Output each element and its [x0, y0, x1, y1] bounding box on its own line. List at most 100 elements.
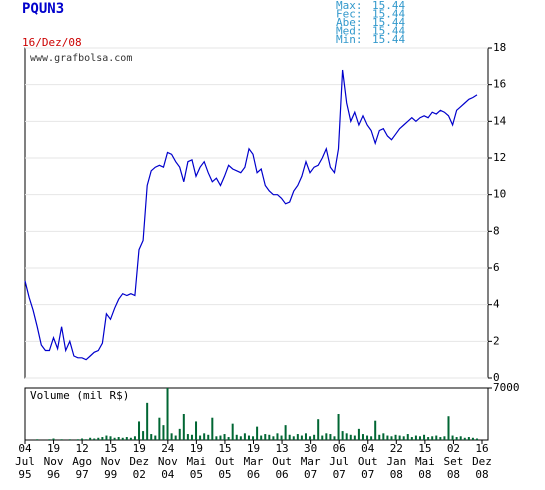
volume-bar	[321, 435, 324, 440]
volume-bar	[243, 433, 246, 440]
volume-bar	[304, 433, 307, 440]
x-tick-month: Mai	[415, 455, 435, 468]
x-tick-year: 05	[218, 468, 231, 481]
volume-bar	[288, 434, 291, 440]
price-panel	[24, 47, 489, 379]
volume-bar	[36, 439, 39, 440]
volume-bar	[252, 436, 255, 440]
x-tick-month: Jul	[15, 455, 35, 468]
x-tick-day: 24	[161, 442, 175, 455]
y-tick-label: 0	[493, 371, 500, 384]
x-tick-year: 97	[76, 468, 89, 481]
x-tick-month: Ago	[72, 455, 92, 468]
volume-bar	[394, 434, 397, 440]
stat-label: Fec:	[336, 8, 363, 21]
stat-value: 15.44	[372, 25, 405, 38]
x-tick-month: Nov	[158, 455, 178, 468]
volume-bar	[386, 435, 389, 440]
x-tick-year: 04	[161, 468, 175, 481]
x-tick-month: Jul	[329, 455, 349, 468]
volume-bar	[195, 421, 198, 440]
stat-label: Max:	[336, 0, 363, 12]
x-tick-day: 19	[247, 442, 260, 455]
volume-bar	[260, 435, 263, 440]
x-tick-day: 15	[104, 442, 117, 455]
volume-bar	[227, 437, 230, 440]
y-tick-label: 7000	[493, 381, 520, 394]
x-tick-year: 08	[390, 468, 403, 481]
x-tick-month: Mai	[186, 455, 206, 468]
volume-bar	[317, 419, 320, 440]
x-tick-day: 13	[275, 442, 288, 455]
volume-bar	[402, 436, 405, 440]
volume-bar	[199, 435, 202, 440]
volume-bar	[345, 433, 348, 440]
volume-bar	[52, 438, 55, 440]
volume-bar	[81, 438, 84, 440]
volume-bar	[476, 438, 478, 440]
volume-bar	[370, 436, 373, 440]
volume-bar	[211, 417, 214, 440]
volume-bar	[121, 437, 124, 440]
volume-bar	[276, 433, 279, 440]
volume-bar	[97, 437, 100, 440]
volume-bar	[455, 437, 458, 440]
volume-bar	[463, 437, 466, 440]
x-tick-month: Mar	[244, 455, 264, 468]
x-tick-month: Nov	[44, 455, 64, 468]
volume-bar	[333, 436, 336, 440]
volume-bar	[133, 436, 136, 440]
volume-bar	[467, 437, 470, 440]
volume-bar	[423, 434, 426, 440]
x-tick-year: 06	[275, 468, 288, 481]
volume-bar	[414, 435, 417, 440]
volume-bar	[378, 434, 381, 440]
volume-bar	[447, 416, 450, 440]
volume-bar	[418, 436, 421, 440]
volume-bar	[138, 421, 141, 440]
volume-bar	[247, 435, 250, 440]
volume-bar	[89, 437, 92, 440]
volume-bar	[451, 435, 454, 440]
volume-bar	[142, 431, 145, 440]
volume-bar	[219, 435, 222, 440]
x-tick-month: Dez	[472, 455, 492, 468]
volume-bar	[162, 425, 165, 440]
volume-bar	[170, 433, 173, 440]
x-tick-day: 04	[361, 442, 375, 455]
y-tick-label: 18	[493, 41, 506, 54]
y-tick-label: 8	[493, 224, 500, 237]
volume-bar	[329, 434, 332, 440]
volume-bar	[109, 436, 112, 440]
volume-bar	[398, 435, 401, 440]
stat-label: Abe:	[336, 16, 363, 29]
volume-bar	[125, 437, 128, 440]
volume-bar	[235, 434, 238, 440]
volume-bar	[284, 425, 287, 440]
volume-bar	[146, 402, 149, 440]
volume-bar	[113, 437, 116, 440]
volume-bar	[431, 436, 434, 440]
volume-bar	[93, 438, 96, 440]
volume-bar	[313, 434, 316, 440]
volume-bar	[296, 434, 299, 440]
x-tick-day: 12	[76, 442, 89, 455]
stat-value: 15.44	[372, 0, 405, 12]
volume-bar	[186, 434, 189, 440]
date: 16/Dez/08	[22, 36, 82, 49]
x-tick-month: Out	[215, 455, 235, 468]
volume-bar	[223, 434, 226, 440]
x-tick-day: 19	[133, 442, 146, 455]
volume-bar	[353, 435, 356, 440]
stat-value: 15.44	[372, 16, 405, 29]
x-tick-month: Set	[444, 455, 464, 468]
x-tick-day: 02	[447, 442, 460, 455]
volume-bar	[129, 437, 132, 440]
volume-bar	[410, 437, 413, 440]
y-tick-label: 6	[493, 261, 500, 274]
x-tick-year: 96	[47, 468, 60, 481]
volume-bar	[406, 434, 409, 440]
x-tick-month: Out	[272, 455, 292, 468]
volume-bar	[105, 435, 108, 440]
volume-bar	[150, 434, 153, 440]
